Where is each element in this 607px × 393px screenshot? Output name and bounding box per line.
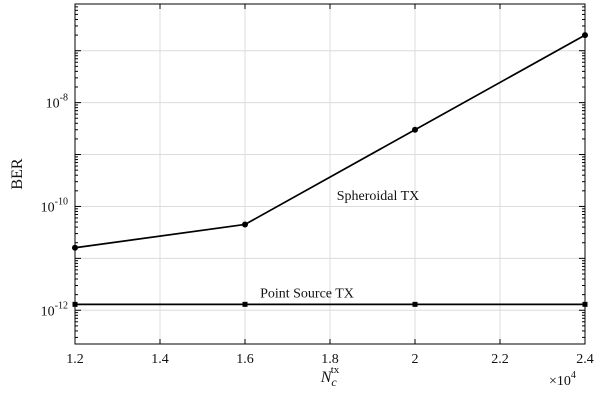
annotation-spheroidal-tx: Spheroidal TX [337, 189, 420, 204]
x-tick-label: 2 [412, 352, 419, 367]
x-tick-label: 2.4 [576, 352, 594, 367]
x-axis-multiplier-base: ×10 [549, 374, 571, 389]
series-line [74, 34, 586, 249]
y-axis-title: BER [9, 158, 26, 189]
y-tick-label: 10-8 [46, 93, 68, 112]
x-axis-title: Nctx [320, 364, 340, 389]
x-tick-label: 1.8 [321, 352, 339, 367]
data-series [72, 32, 588, 307]
x-axis-title-base: N [320, 369, 333, 386]
x-axis-multiplier-exponent: 4 [571, 370, 576, 381]
data-point [72, 301, 78, 307]
data-point [582, 32, 588, 39]
data-point [242, 301, 248, 307]
data-point [412, 301, 418, 307]
data-point [412, 126, 418, 133]
x-tick-label: 2.2 [491, 352, 509, 367]
x-axis-title-subscript: c [331, 375, 337, 389]
y-tick-label: 10-10 [41, 196, 68, 215]
axis-ticks [74, 4, 586, 344]
x-axis-title-superscript: tx [331, 364, 340, 376]
data-point [72, 244, 78, 251]
data-point [582, 301, 588, 307]
x-tick-label: 1.4 [151, 352, 169, 367]
y-tick-label: 10-12 [41, 300, 68, 319]
grid-lines [74, 4, 586, 344]
x-tick-label: 1.6 [236, 352, 254, 367]
data-point [242, 221, 248, 228]
x-axis-multiplier: ×104 [549, 370, 576, 389]
annotation-point-source-tx: Point Source TX [260, 286, 354, 301]
x-tick-label: 1.2 [66, 352, 84, 367]
axis-labels: 1.2 1.4 1.6 1.8 2 2.2 2.4 10-12 10-10 10-8 Spheroi… [41, 93, 594, 367]
